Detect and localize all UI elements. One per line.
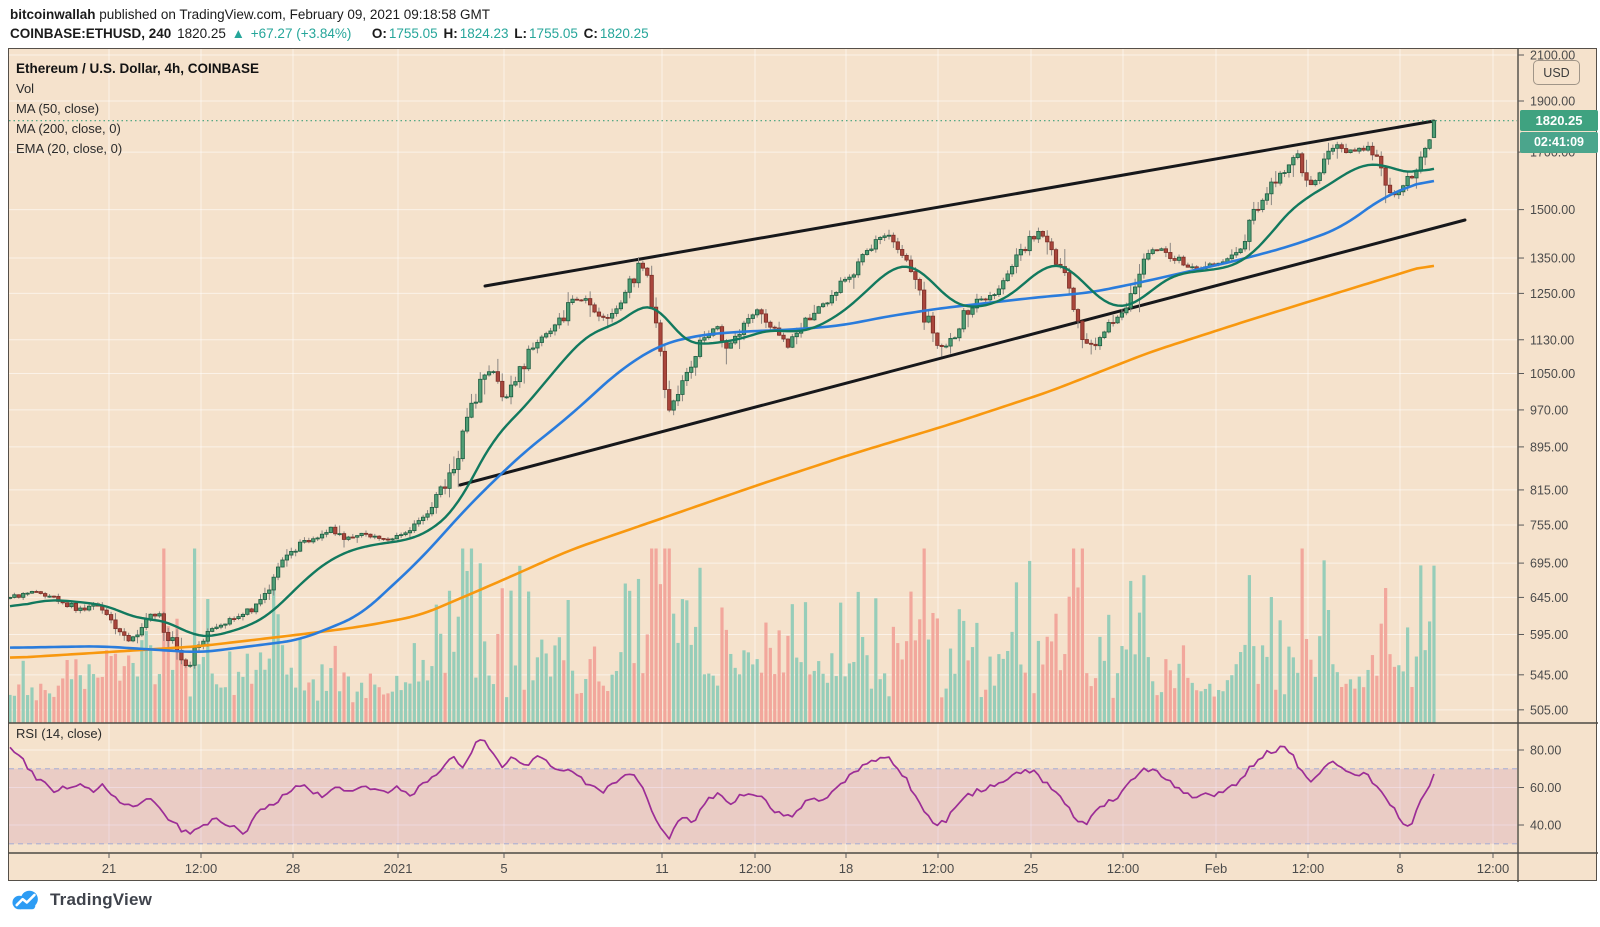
publish-info: published on TradingView.com, February 0… <box>95 7 491 22</box>
price-axis-label: 1500.00 <box>1530 203 1575 217</box>
time-axis-label: 12:00 <box>1477 861 1510 876</box>
rsi-axis-label: 80.00 <box>1530 744 1561 758</box>
time-axis-label: 2021 <box>384 861 413 876</box>
rsi-legend[interactable]: RSI (14, close) <box>16 726 102 741</box>
price-change: +67.27 (+3.84%) <box>250 26 352 41</box>
tradingview-logo-icon <box>12 890 38 910</box>
time-axis-label: 12:00 <box>739 861 772 876</box>
close-label: C: <box>583 26 598 41</box>
volume-bars <box>9 548 1436 723</box>
channel-upper-trendline <box>483 119 1436 288</box>
close-value: 1820.25 <box>599 26 649 41</box>
open-label: O: <box>371 26 387 41</box>
ema20-line <box>9 163 1435 638</box>
ma50-line <box>9 179 1435 654</box>
price-axis-label: 755.00 <box>1530 519 1568 533</box>
price-axis-label: 815.00 <box>1530 483 1568 497</box>
legend-ma200[interactable]: MA (200, close, 0) <box>16 121 121 136</box>
up-arrow-icon: ▲ <box>231 26 246 41</box>
tradingview-branding[interactable]: TradingView <box>10 889 152 911</box>
chart-legend: Ethereum / U.S. Dollar, 4h, COINBASE Vol… <box>16 59 259 159</box>
price-axis-label: 595.00 <box>1530 628 1568 642</box>
symbol-name: COINBASE:ETHUSD, 240 <box>10 26 172 41</box>
high-label: H: <box>443 26 458 41</box>
price-axis-label: 970.00 <box>1530 403 1568 417</box>
time-axis-label: Feb <box>1205 861 1227 876</box>
publish-info-line: bitcoinwallah published on TradingView.c… <box>10 5 651 24</box>
last-price-badge: 1820.25 <box>1520 110 1598 132</box>
rsi-line <box>9 739 1435 840</box>
chart-canvas[interactable] <box>8 48 1597 881</box>
price-axis-label: 505.00 <box>1530 703 1568 717</box>
rsi-axis-label: 40.00 <box>1530 819 1561 833</box>
time-axis-label: 12:00 <box>1292 861 1325 876</box>
legend-volume[interactable]: Vol <box>16 81 35 96</box>
price-axis-label: 1250.00 <box>1530 287 1575 301</box>
legend-title[interactable]: Ethereum / U.S. Dollar, 4h, COINBASE <box>16 61 260 76</box>
candle-countdown-badge: 02:41:09 <box>1520 131 1598 153</box>
time-axis-label: 8 <box>1396 861 1403 876</box>
price-axis-label: 545.00 <box>1530 668 1568 682</box>
price-axis[interactable]: 2100.001900.001700.001500.001350.001250.… <box>1518 49 1575 833</box>
time-axis-label: 12:00 <box>922 861 955 876</box>
time-axis-label: 12:00 <box>185 861 218 876</box>
last-price: 1820.25 <box>177 26 226 41</box>
rsi-axis-label: 60.00 <box>1530 781 1561 795</box>
symbol-status-line: COINBASE:ETHUSD, 240 1820.25 ▲ +67.27 (+… <box>10 24 651 43</box>
publish-header: bitcoinwallah published on TradingView.c… <box>10 5 651 43</box>
legend-ema20[interactable]: EMA (20, close, 0) <box>16 141 123 156</box>
low-value: 1755.05 <box>529 26 578 41</box>
low-label: L: <box>514 26 528 41</box>
candlestick-series <box>9 119 1437 669</box>
time-axis-label: 21 <box>102 861 116 876</box>
currency-toggle-button[interactable]: USD <box>1533 60 1580 85</box>
legend-ma50[interactable]: MA (50, close) <box>16 101 100 116</box>
parallel-channel[interactable] <box>458 119 1467 487</box>
time-axis-label: 12:00 <box>1107 861 1140 876</box>
time-axis-label: 25 <box>1024 861 1038 876</box>
rsi-overbought-oversold-band <box>9 768 1517 844</box>
price-axis-label: 2100.00 <box>1530 49 1575 63</box>
author-name: bitcoinwallah <box>10 7 96 22</box>
high-value: 1824.23 <box>459 26 509 41</box>
open-value: 1755.05 <box>388 26 438 41</box>
price-axis-label: 895.00 <box>1530 440 1568 454</box>
grid-lines <box>9 49 1517 852</box>
price-axis-label: 1130.00 <box>1530 333 1574 347</box>
ma200-line <box>9 264 1435 659</box>
time-axis-label: 18 <box>839 861 853 876</box>
price-axis-label: 645.00 <box>1530 591 1568 605</box>
price-axis-label: 1050.00 <box>1530 367 1575 381</box>
time-axis-label: 11 <box>655 861 669 876</box>
price-axis-label: 695.00 <box>1530 557 1568 571</box>
time-axis-label: 5 <box>500 861 507 876</box>
time-axis[interactable]: 21 12:00 28 2021 5 11 12:00 18 12:00 25 12:00 Feb 12… <box>102 853 1510 876</box>
channel-lower-trendline <box>458 218 1467 487</box>
price-axis-label: 1900.00 <box>1530 95 1575 109</box>
time-axis-label: 28 <box>286 861 300 876</box>
price-axis-label: 1350.00 <box>1530 252 1575 266</box>
tradingview-wordmark: TradingView <box>50 890 153 909</box>
